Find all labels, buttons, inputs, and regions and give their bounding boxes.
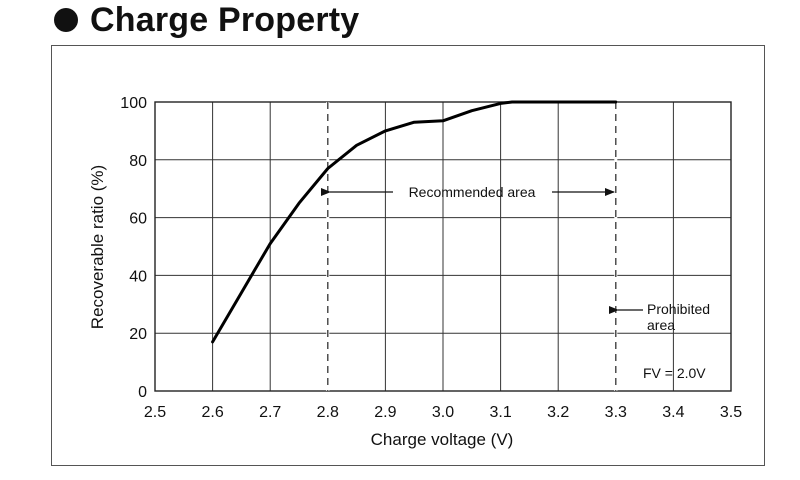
x-tick-label: 2.7 <box>259 404 281 421</box>
chart-heading: Charge Property <box>54 0 359 40</box>
x-tick-label: 2.8 <box>317 404 339 421</box>
x-tick-label: 2.5 <box>144 404 166 421</box>
prohibited-area-label-line1: Prohibited <box>647 301 710 317</box>
x-tick-label: 3.4 <box>662 404 684 421</box>
x-tick-label: 3.2 <box>547 404 569 421</box>
y-tick-label: 20 <box>129 326 147 343</box>
x-tick-label: 3.0 <box>432 404 454 421</box>
x-tick-label: 3.3 <box>605 404 627 421</box>
series <box>211 100 618 344</box>
chart-title: Charge Property <box>90 0 360 39</box>
y-axis-title: Recoverable ratio (%) <box>88 165 107 329</box>
bullet-icon <box>54 8 78 32</box>
y-tick-label: 60 <box>129 211 147 228</box>
chart-frame <box>51 45 765 466</box>
x-tick-label: 2.9 <box>374 404 396 421</box>
y-tick-label: 80 <box>129 153 147 170</box>
x-axis-title: Charge voltage (V) <box>371 430 514 449</box>
y-tick-label: 100 <box>120 95 147 112</box>
y-tick-label: 40 <box>129 268 147 285</box>
tick-labels: 2.5 2.6 2.7 2.8 2.9 3.0 3.1 3.2 3.3 3.4 3.5 0 20 40 60… <box>120 95 742 421</box>
recoverable-ratio-line <box>211 100 618 344</box>
x-tick-label: 3.1 <box>489 404 511 421</box>
area-boundaries <box>326 102 618 391</box>
recommended-area-label: Recommended area <box>409 184 536 200</box>
grid <box>154 101 732 392</box>
y-tick-label: 0 <box>138 384 147 401</box>
x-tick-label: 2.6 <box>201 404 223 421</box>
x-tick-label: 3.5 <box>720 404 742 421</box>
prohibited-area-label-line2: area <box>647 317 675 333</box>
fv-label: FV = 2.0V <box>643 365 706 381</box>
plot-border <box>154 101 732 392</box>
